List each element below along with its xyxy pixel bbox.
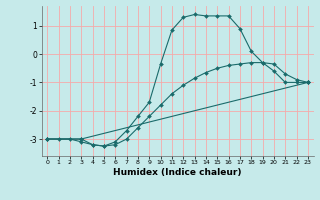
X-axis label: Humidex (Indice chaleur): Humidex (Indice chaleur): [113, 168, 242, 177]
